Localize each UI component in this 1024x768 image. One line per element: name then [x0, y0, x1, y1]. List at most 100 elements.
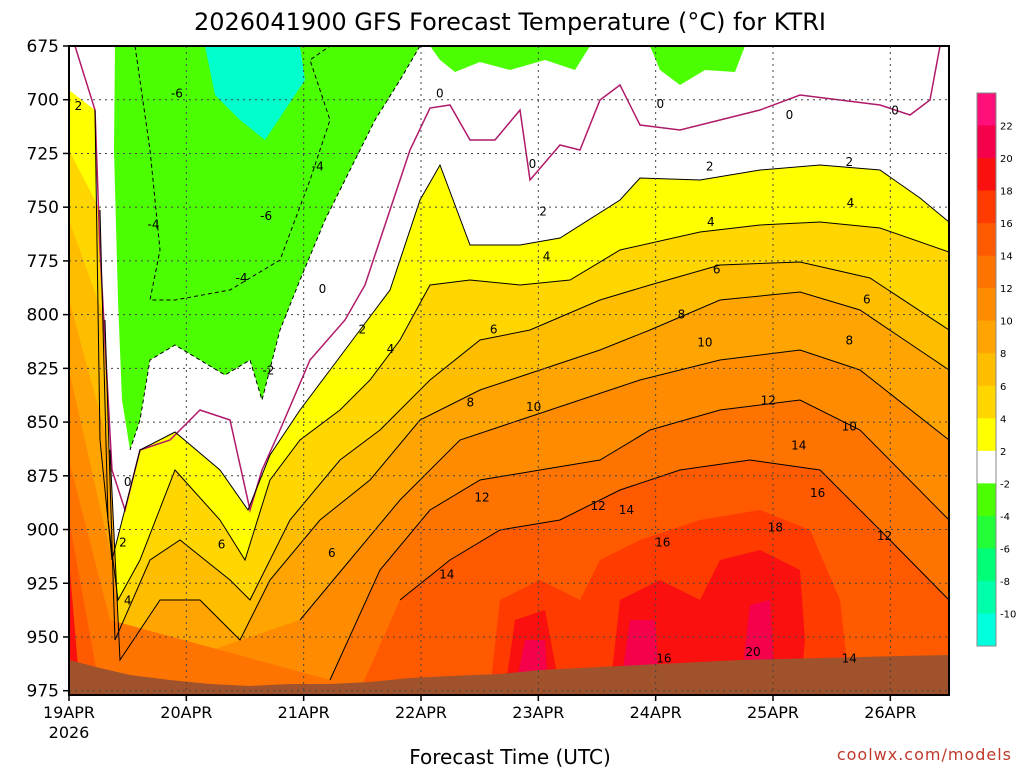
x-axis-label: Forecast Time (UTC): [409, 745, 611, 768]
y-tick-label: 725: [27, 144, 59, 164]
colorbar-swatch: [977, 288, 996, 322]
colorbar-label: -2: [1000, 479, 1010, 490]
contour-label: 16: [810, 486, 825, 500]
colorbar-swatch: [977, 190, 996, 224]
contour-label: -6: [171, 86, 183, 100]
grid: [69, 46, 949, 695]
contour-label: 8: [466, 396, 474, 410]
contour-label: 14: [439, 568, 454, 582]
contour-line: [299, 349, 949, 621]
colorbar-swatch: [977, 93, 996, 127]
y-tick-label: 700: [27, 91, 59, 111]
contour-label: 4: [707, 215, 715, 229]
colorbar-swatch: [977, 483, 996, 517]
contour-label: 2: [539, 204, 547, 218]
x-year-label: 2026: [49, 723, 90, 742]
surface-terrain: [69, 655, 949, 695]
contour-label: -4: [147, 217, 159, 231]
x-tick-label: 19APR: [43, 703, 95, 722]
contour-label: 2: [119, 535, 127, 549]
colorbar-swatch: [977, 613, 996, 647]
x-tick-label: 23APR: [512, 703, 564, 722]
contour-label: 0: [529, 157, 537, 171]
contour-label: 0: [786, 108, 794, 122]
contour-label: 6: [328, 546, 336, 560]
colorbar-border: [976, 92, 997, 647]
x-tick-label: 20APR: [160, 703, 212, 722]
contour-line: [99, 209, 949, 602]
colorbar-swatch: [977, 353, 996, 387]
upper-green-patch: [430, 46, 590, 72]
teal-cold-core: [205, 46, 305, 140]
x-tick-label: 26APR: [864, 703, 916, 722]
colorbar-swatch: [977, 255, 996, 289]
contour-label: 4: [124, 593, 132, 607]
colorbar-swatch: [977, 450, 996, 484]
contour-label: 14: [791, 439, 806, 453]
colorbar-swatch: [977, 580, 996, 614]
colorbar-swatch: [977, 515, 996, 549]
y-tick-label: 800: [27, 306, 59, 326]
x-tick-label: 21APR: [278, 703, 330, 722]
layer-18-20: [69, 550, 805, 690]
colorbar-label: 22: [1000, 122, 1013, 133]
colorbar-swatch: [977, 385, 996, 419]
y-tick-label: 950: [27, 628, 59, 648]
contour-label: 6: [218, 538, 226, 552]
y-tick-label: 750: [27, 198, 59, 218]
colorbar-swatch: [977, 223, 996, 257]
y-tick-label: 675: [27, 37, 59, 57]
contour-label: -4: [312, 159, 324, 173]
contour-label: 10: [697, 336, 712, 350]
plot-area: [69, 46, 949, 695]
y-tick-label: 825: [27, 359, 59, 379]
colorbar-swatch: [977, 418, 996, 452]
contour-label: 10: [842, 419, 857, 433]
contour-label: 14: [842, 651, 857, 665]
contour-label: -4: [235, 271, 247, 285]
colorbar-swatch: [977, 548, 996, 582]
x-tick-label: 24APR: [630, 703, 682, 722]
contour-label: 6: [863, 293, 871, 307]
contour-line: [329, 399, 949, 681]
contour-label: 2: [706, 159, 714, 173]
contour-label: 0: [436, 86, 444, 100]
colorbar-label: 10: [1000, 317, 1013, 328]
x-tick-label: 22APR: [395, 703, 447, 722]
colorbar-swatch: [977, 158, 996, 192]
colorbar-label: 14: [1000, 252, 1013, 263]
contour-line-dashed: [129, 46, 421, 451]
y-tick-label: 875: [27, 467, 59, 487]
colorbar-label: -10: [1000, 609, 1016, 620]
contour-label: 16: [656, 651, 671, 665]
colorbar-label: -6: [1000, 544, 1010, 555]
colorbar-label: 12: [1000, 284, 1013, 295]
contour-line-dashed: [134, 46, 331, 301]
contour-label: -2: [262, 364, 274, 378]
colorbar-label: -4: [1000, 512, 1010, 523]
contour-label: 20: [745, 645, 760, 659]
contour-label: -6: [260, 209, 272, 223]
contour-line: [104, 261, 949, 641]
colorbar-label: 18: [1000, 187, 1013, 198]
colorbar-label: -8: [1000, 577, 1010, 588]
contour-label: 2: [845, 155, 853, 169]
contour-label: 8: [678, 308, 686, 322]
credit-link[interactable]: coolwx.com/models: [837, 745, 1012, 764]
colorbar-label: 16: [1000, 219, 1013, 230]
contour-label: 2: [75, 99, 83, 113]
contour-label: 0: [891, 103, 899, 117]
contour-label: 0: [657, 97, 665, 111]
colorbar: 22 20 18 16 14 12 10 8 6 4 2 -2 -4 -6 -8 -10: [976, 92, 1016, 647]
layer-20-22: [515, 600, 775, 690]
zero-degree-contour: [74, 46, 941, 513]
colorbar-label: 20: [1000, 154, 1013, 165]
y-tick-label: 975: [27, 682, 59, 702]
chart-title: 2026041900 GFS Forecast Temperature (°C)…: [194, 8, 826, 36]
contour-label: 10: [526, 400, 541, 414]
x-tick-label: 25APR: [747, 703, 799, 722]
contour-line: [399, 459, 949, 601]
upper-green-patch-2: [650, 46, 745, 85]
